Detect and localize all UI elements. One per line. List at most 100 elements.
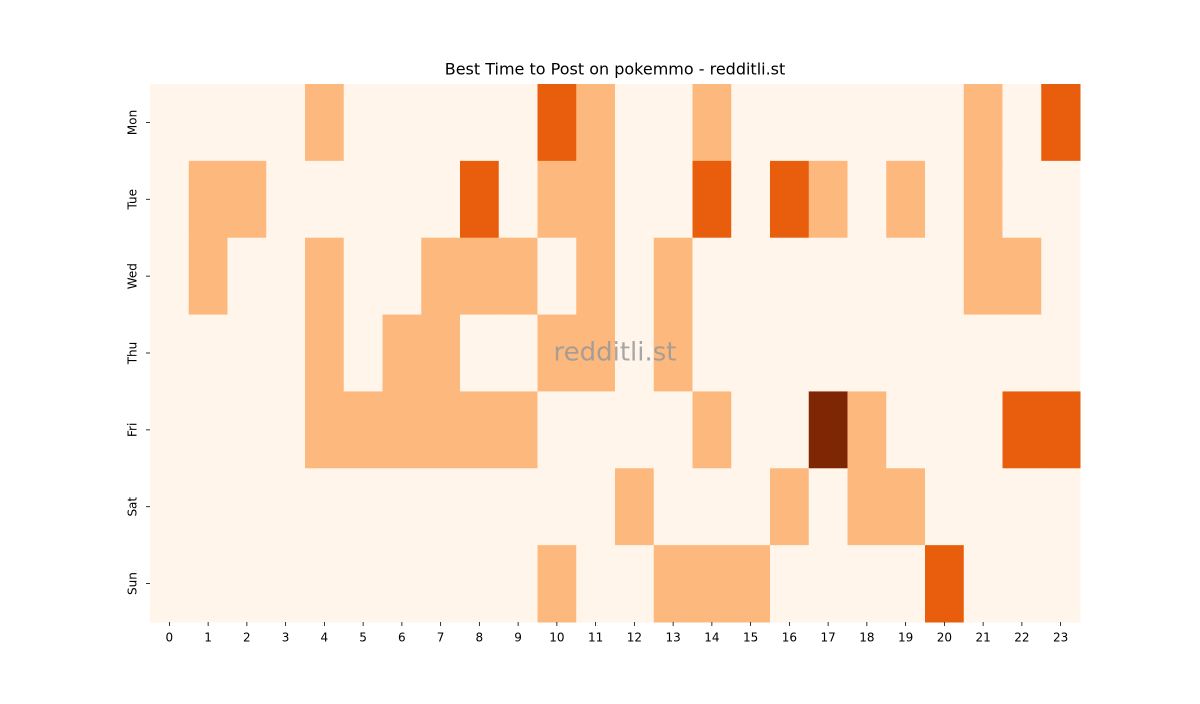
heatmap-cell <box>421 468 461 546</box>
heatmap-cell <box>808 84 848 162</box>
y-tick-label: Sat <box>126 497 140 517</box>
chart-title: Best Time to Post on pokemmo - redditli.… <box>445 60 786 79</box>
heatmap-cell <box>808 545 848 623</box>
heatmap-cell <box>808 314 848 392</box>
heatmap-cell <box>343 160 383 239</box>
heatmap-cell <box>963 545 1003 623</box>
heatmap-cell <box>1041 160 1081 239</box>
heatmap-cell <box>808 468 848 546</box>
x-tick-label: 12 <box>627 631 642 645</box>
heatmap-cell <box>421 391 461 469</box>
heatmap-cell <box>227 314 267 392</box>
heatmap-cell <box>382 160 422 239</box>
heatmap-cell <box>886 160 926 239</box>
heatmap-cell <box>460 84 500 162</box>
x-tick-label: 18 <box>859 631 874 645</box>
x-tick-label: 4 <box>321 631 329 645</box>
heatmap-cell <box>576 237 616 316</box>
x-tick-label: 7 <box>437 631 445 645</box>
heatmap-cell <box>886 391 926 469</box>
heatmap-cell <box>692 314 732 392</box>
heatmap-cell <box>576 468 616 546</box>
y-tick-label: Sun <box>126 572 140 595</box>
heatmap-cell <box>1002 391 1042 469</box>
heatmap-cell <box>653 160 693 239</box>
heatmap-cell <box>963 84 1003 162</box>
heatmap-cell <box>731 391 771 469</box>
x-tick-label: 16 <box>782 631 797 645</box>
x-tick-label: 2 <box>243 631 251 645</box>
x-tick-label: 23 <box>1053 631 1068 645</box>
heatmap-cell <box>498 468 538 546</box>
heatmap-cell <box>925 160 965 239</box>
heatmap-cell <box>615 314 655 392</box>
heatmap-cell <box>305 468 345 546</box>
heatmap-cell <box>615 160 655 239</box>
heatmap-cell <box>847 545 887 623</box>
x-tick-label: 13 <box>665 631 680 645</box>
heatmap-cell <box>770 237 810 316</box>
heatmap-cell <box>305 84 345 162</box>
heatmap-cell <box>847 84 887 162</box>
heatmap-cell <box>343 545 383 623</box>
heatmap-cell <box>498 391 538 469</box>
heatmap-cell <box>847 314 887 392</box>
x-tick-label: 20 <box>937 631 952 645</box>
watermark: redditli.st <box>554 338 677 368</box>
heatmap-cell <box>421 84 461 162</box>
heatmap-cell <box>266 160 306 239</box>
heatmap-cell <box>498 314 538 392</box>
x-tick-label: 17 <box>820 631 835 645</box>
heatmap-cell <box>537 84 577 162</box>
heatmap-cell <box>498 84 538 162</box>
heatmap-cell <box>615 391 655 469</box>
heatmap-cell <box>188 84 228 162</box>
heatmap-cell <box>576 391 616 469</box>
x-tick-label: 10 <box>549 631 564 645</box>
heatmap-cell <box>653 84 693 162</box>
heatmap-cell <box>925 314 965 392</box>
heatmap-cell <box>460 391 500 469</box>
heatmap-cell <box>653 237 693 316</box>
heatmap-cell <box>498 545 538 623</box>
heatmap-cell <box>692 545 732 623</box>
heatmap-cell <box>266 84 306 162</box>
heatmap-cell <box>537 160 577 239</box>
y-tick-label: Tue <box>126 189 140 211</box>
heatmap-cell <box>770 84 810 162</box>
heatmap-cell <box>1041 468 1081 546</box>
heatmap-cell <box>150 545 190 623</box>
heatmap-cell <box>537 314 577 392</box>
heatmap-cell <box>576 545 616 623</box>
heatmap-cell <box>266 468 306 546</box>
x-tick-label: 5 <box>359 631 367 645</box>
x-tick-label: 11 <box>588 631 603 645</box>
heatmap-cell <box>770 314 810 392</box>
heatmap-cell <box>886 84 926 162</box>
heatmap-cell <box>460 237 500 316</box>
heatmap-cell <box>150 84 190 162</box>
heatmap-cell <box>460 545 500 623</box>
heatmap-cell <box>460 314 500 392</box>
heatmap-cell <box>847 468 887 546</box>
x-tick-label: 9 <box>514 631 522 645</box>
heatmap-cell <box>460 468 500 546</box>
heatmap-cell <box>886 314 926 392</box>
heatmap-cell <box>925 237 965 316</box>
heatmap-cell <box>1002 84 1042 162</box>
heatmap-cell <box>770 468 810 546</box>
heatmap-cell <box>808 391 848 469</box>
heatmap-cell <box>188 314 228 392</box>
heatmap-cell <box>1002 160 1042 239</box>
x-tick-label: 15 <box>743 631 758 645</box>
heatmap-cell <box>343 391 383 469</box>
heatmap-cell <box>925 84 965 162</box>
y-tick-label: Fri <box>126 423 140 437</box>
heatmap-cell <box>150 468 190 546</box>
heatmap-cell <box>343 84 383 162</box>
heatmap-cell <box>227 84 267 162</box>
heatmap-cell <box>266 314 306 392</box>
heatmap-cell <box>770 391 810 469</box>
heatmap-cell <box>692 84 732 162</box>
